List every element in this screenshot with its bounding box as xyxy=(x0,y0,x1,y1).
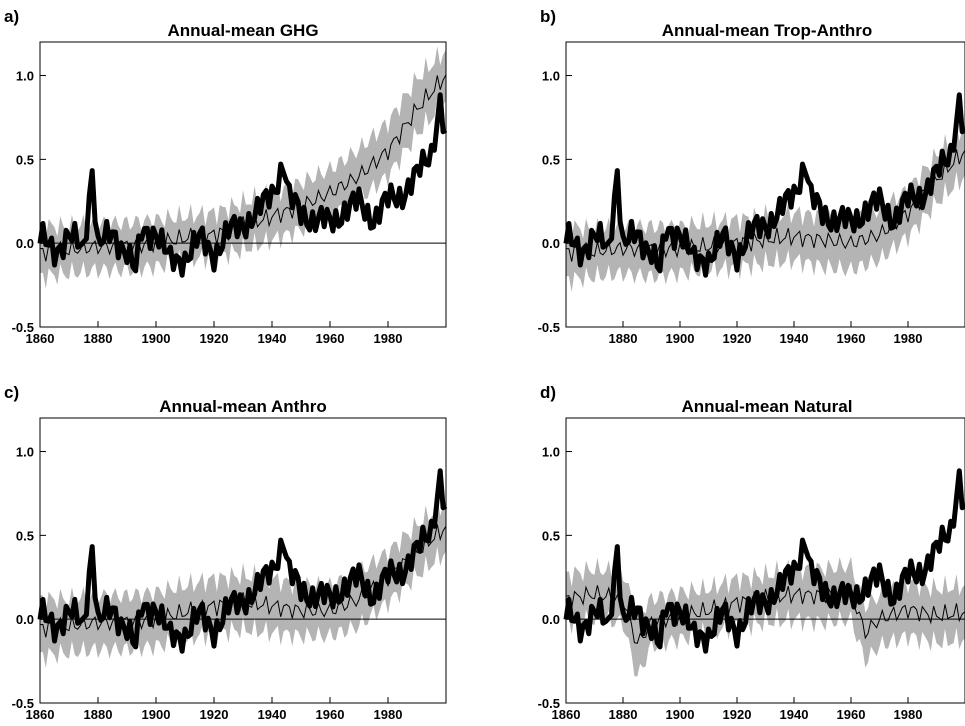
model-range-band xyxy=(566,556,965,677)
chart-panel-b: b) Annual-mean Trop-Anthro -0.5 0.0 0.5 1.0… xyxy=(538,7,965,346)
y-tick-label: 1.0 xyxy=(542,445,560,460)
x-tick-label: 1880 xyxy=(84,707,113,722)
y-tick-label: 0.5 xyxy=(16,152,34,167)
y-tick-label: -0.5 xyxy=(12,320,34,335)
chart-panel-d: d) Annual-mean Natural -0.5 0.0 0.5 1.0 1860… xyxy=(538,383,965,722)
y-tick-label: 0.5 xyxy=(542,152,560,167)
panel-title: Annual-mean Anthro xyxy=(159,397,326,416)
plot-frame xyxy=(565,41,965,328)
y-tick-label: 1.0 xyxy=(16,69,34,84)
x-tick-label: 1860 xyxy=(552,707,581,722)
x-tick-label: 1920 xyxy=(200,707,229,722)
y-tick-label: -0.5 xyxy=(12,696,34,711)
observed-range-band xyxy=(563,468,965,654)
x-tick-label: 1980 xyxy=(374,707,403,722)
observed-range-band xyxy=(37,92,448,278)
x-tick-label: 1940 xyxy=(258,331,287,346)
panel-label: a) xyxy=(4,7,19,26)
y-tick-label: 1.0 xyxy=(542,69,560,84)
x-tick-label: 1960 xyxy=(837,707,866,722)
model-range-band xyxy=(566,122,965,292)
plot-area xyxy=(37,46,448,289)
x-tick-label: 1900 xyxy=(666,707,695,722)
x-tick-label: 1960 xyxy=(316,331,345,346)
x-tick-label: 1900 xyxy=(142,331,171,346)
y-tick-label: -0.5 xyxy=(538,320,560,335)
x-tick-label: 1940 xyxy=(780,707,809,722)
x-tick-label: 1860 xyxy=(26,707,55,722)
y-tick-label: 0.5 xyxy=(542,528,560,543)
x-tick-label: 1900 xyxy=(142,707,171,722)
x-tick-label: 1980 xyxy=(894,707,923,722)
y-tick-label: 1.0 xyxy=(16,445,34,460)
y-tick-label: -0.5 xyxy=(538,696,560,711)
panel-label: c) xyxy=(4,383,19,402)
x-tick-label: 1980 xyxy=(894,331,923,346)
x-tick-label: 1960 xyxy=(837,331,866,346)
plot-frame xyxy=(39,417,447,704)
observed-range-band xyxy=(37,468,448,654)
x-tick-label: 1960 xyxy=(316,707,345,722)
y-tick-label: 0.0 xyxy=(542,236,560,251)
x-tick-label: 1940 xyxy=(780,331,809,346)
model-range-band xyxy=(40,496,446,668)
chart-panel-a: a) Annual-mean GHG -0.5 0.0 0.5 1.0 1860 1880… xyxy=(4,7,448,346)
plot-area xyxy=(563,468,965,677)
x-tick-label: 1880 xyxy=(609,707,638,722)
panel-title: Annual-mean Trop-Anthro xyxy=(662,21,873,40)
chart-panel-c: c) Annual-mean Anthro -0.5 0.0 0.5 1.0 1860 1… xyxy=(4,383,448,722)
panel-label: b) xyxy=(540,7,556,26)
plot-area xyxy=(37,468,448,668)
panel-title: Annual-mean GHG xyxy=(167,21,318,40)
x-tick-label: 1860 xyxy=(26,331,55,346)
panel-label: d) xyxy=(540,383,556,402)
model-range-band xyxy=(40,46,446,289)
y-tick-label: 0.5 xyxy=(16,528,34,543)
panel-title: Annual-mean Natural xyxy=(682,397,853,416)
y-tick-label: 0.0 xyxy=(542,612,560,627)
y-tick-label: 0.0 xyxy=(16,236,34,251)
x-tick-label: 1920 xyxy=(200,331,229,346)
model-mean-line xyxy=(39,74,447,262)
plot-area xyxy=(563,92,965,292)
plot-frame xyxy=(39,41,447,328)
model-mean-line xyxy=(565,583,965,644)
observed-range-band xyxy=(563,92,965,278)
x-tick-label: 1900 xyxy=(666,331,695,346)
y-tick-label: 0.0 xyxy=(16,612,34,627)
x-tick-label: 1940 xyxy=(258,707,287,722)
x-tick-label: 1880 xyxy=(609,331,638,346)
plot-frame xyxy=(565,417,965,704)
x-tick-label: 1920 xyxy=(723,707,752,722)
x-tick-label: 1920 xyxy=(723,331,752,346)
x-tick-label: 1980 xyxy=(374,331,403,346)
x-tick-label: 1880 xyxy=(84,331,113,346)
